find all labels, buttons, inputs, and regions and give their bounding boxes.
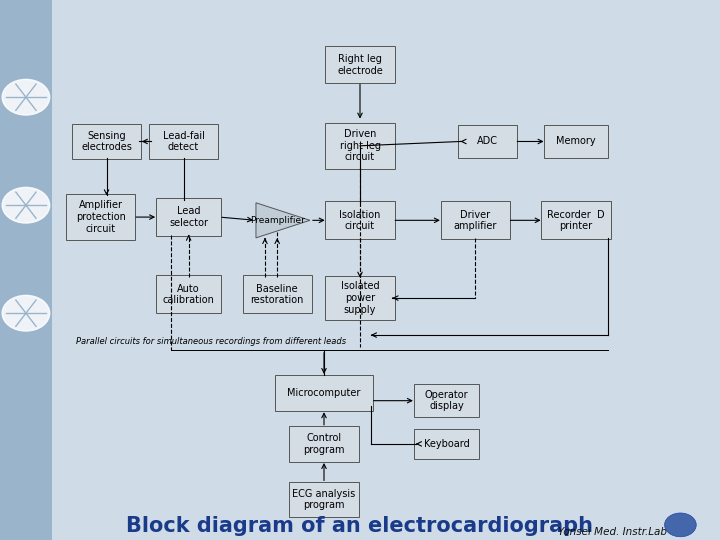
Text: Auto
calibration: Auto calibration — [163, 284, 215, 305]
Text: Lead-fail
detect: Lead-fail detect — [163, 131, 204, 152]
Text: Driven
right leg
circuit: Driven right leg circuit — [340, 129, 380, 163]
FancyBboxPatch shape — [413, 384, 480, 417]
Text: Right leg
electrode: Right leg electrode — [337, 54, 383, 76]
Text: Sensing
electrodes: Sensing electrodes — [81, 131, 132, 152]
FancyBboxPatch shape — [156, 275, 222, 313]
Text: Yonsei Med. Instr.Lab: Yonsei Med. Instr.Lab — [557, 527, 667, 537]
FancyBboxPatch shape — [325, 46, 395, 83]
FancyBboxPatch shape — [459, 125, 517, 158]
Text: Microcomputer: Microcomputer — [287, 388, 361, 398]
Text: Block diagram of an electrocardiograph: Block diagram of an electrocardiograph — [127, 516, 593, 537]
Circle shape — [2, 295, 50, 331]
FancyBboxPatch shape — [325, 123, 395, 169]
Bar — [0, 0, 52, 540]
FancyBboxPatch shape — [541, 201, 611, 240]
Circle shape — [665, 513, 696, 537]
FancyBboxPatch shape — [72, 124, 141, 159]
FancyBboxPatch shape — [243, 275, 312, 313]
FancyBboxPatch shape — [325, 201, 395, 240]
Text: Preamplifier: Preamplifier — [250, 216, 305, 225]
Text: Memory: Memory — [556, 137, 596, 146]
Text: Parallel circuits for simultaneous recordings from different leads: Parallel circuits for simultaneous recor… — [76, 336, 346, 346]
Text: ECG analysis
program: ECG analysis program — [292, 489, 356, 510]
FancyBboxPatch shape — [66, 194, 135, 240]
Text: Control
program: Control program — [303, 433, 345, 455]
Text: Operator
display: Operator display — [425, 390, 468, 411]
FancyBboxPatch shape — [289, 482, 359, 517]
Text: Keyboard: Keyboard — [423, 439, 469, 449]
Text: Baseline
restoration: Baseline restoration — [251, 284, 304, 305]
FancyBboxPatch shape — [156, 198, 222, 237]
Text: Amplifier
protection
circuit: Amplifier protection circuit — [76, 200, 126, 234]
Text: Driver
amplifier: Driver amplifier — [454, 210, 497, 231]
Text: Isolation
circuit: Isolation circuit — [339, 210, 381, 231]
FancyBboxPatch shape — [413, 429, 480, 459]
Text: Recorder  D
printer: Recorder D printer — [547, 210, 605, 231]
Polygon shape — [256, 203, 310, 238]
FancyBboxPatch shape — [149, 124, 218, 159]
Circle shape — [2, 187, 50, 223]
FancyBboxPatch shape — [275, 375, 373, 411]
FancyBboxPatch shape — [325, 276, 395, 320]
Circle shape — [2, 79, 50, 115]
Text: ADC: ADC — [477, 137, 498, 146]
Text: Isolated
power
supply: Isolated power supply — [341, 281, 379, 315]
FancyBboxPatch shape — [544, 125, 608, 158]
FancyBboxPatch shape — [289, 426, 359, 462]
Text: Lead
selector: Lead selector — [169, 206, 208, 228]
FancyBboxPatch shape — [441, 201, 510, 240]
